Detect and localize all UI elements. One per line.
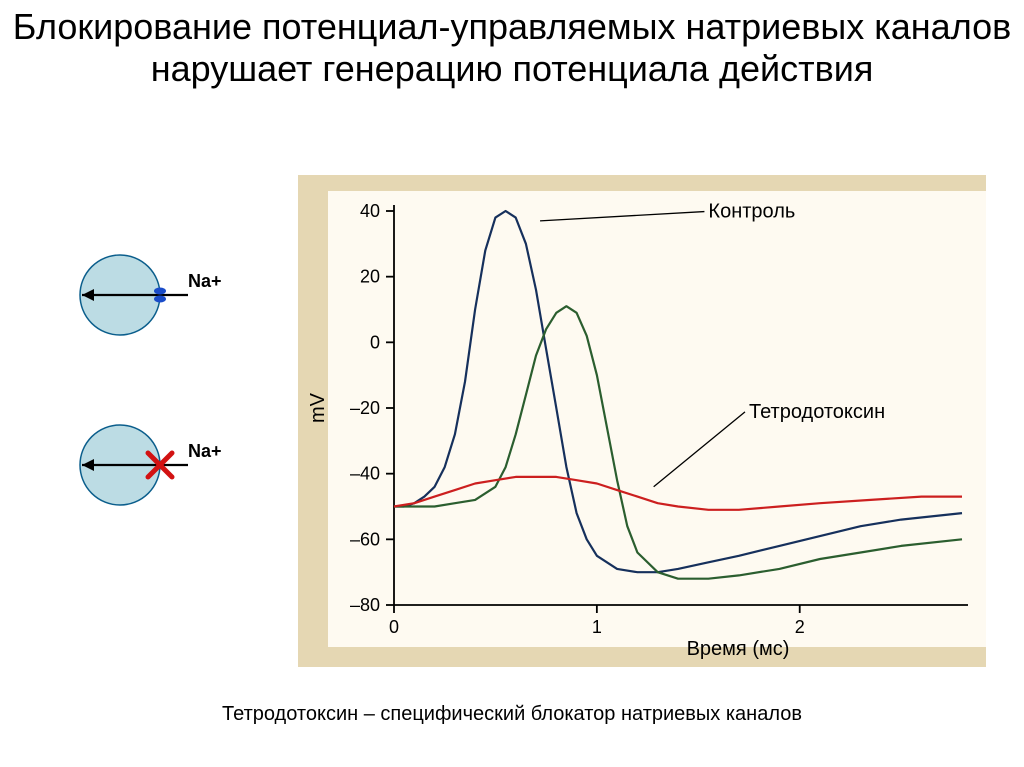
svg-text:1: 1 <box>592 617 602 637</box>
x-axis-label: Время (мс) <box>687 638 790 660</box>
y-axis-label: mV <box>307 392 329 423</box>
na-label: Na+ <box>188 271 222 291</box>
na-label: Na+ <box>188 441 222 461</box>
series-callout: Тетродотоксин <box>749 401 885 423</box>
svg-text:–60: –60 <box>350 529 380 549</box>
svg-text:20: 20 <box>360 267 380 287</box>
diagram-na-open: Na+ <box>60 250 240 340</box>
svg-text:–20: –20 <box>350 398 380 418</box>
svg-text:40: 40 <box>360 201 380 221</box>
slide: Блокирование потенциал-управляемых натри… <box>0 0 1024 767</box>
diagram-na-blocked: Na+ <box>60 420 240 510</box>
svg-text:0: 0 <box>389 617 399 637</box>
svg-text:0: 0 <box>370 332 380 352</box>
series-callout: Контроль <box>708 201 795 223</box>
svg-text:–80: –80 <box>350 595 380 615</box>
slide-title: Блокирование потенциал-управляемых натри… <box>0 6 1024 91</box>
svg-text:2: 2 <box>795 617 805 637</box>
action-potential-chart: –80 –60 –40 –20 0 20 40 0 1 2 mV Время (мс) Контроль… <box>298 175 986 667</box>
svg-text:–40: –40 <box>350 464 380 484</box>
chart-container: –80 –60 –40 –20 0 20 40 0 1 2 mV Время (мс) Контроль… <box>298 175 986 667</box>
caption: Тетродотоксин – специфический блокатор н… <box>0 703 1024 726</box>
